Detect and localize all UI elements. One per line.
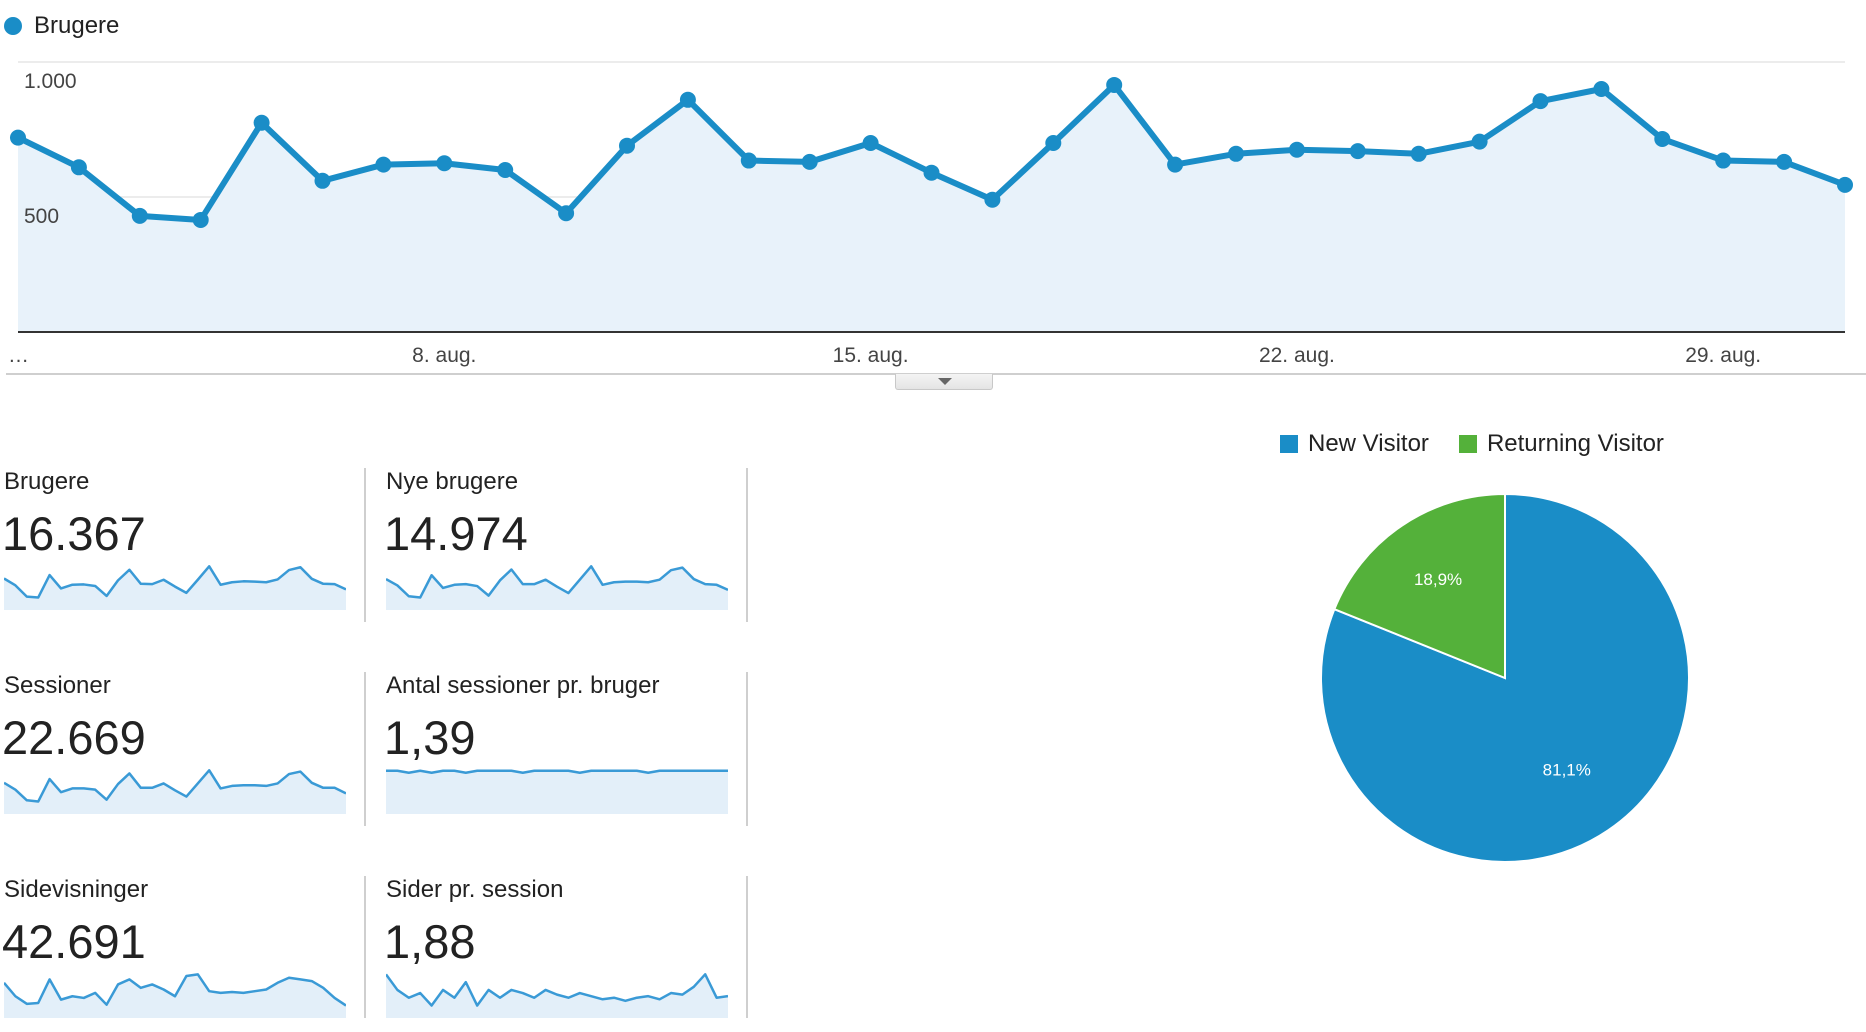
pie-legend-label: Returning Visitor bbox=[1486, 430, 1664, 457]
data-point[interactable] bbox=[1349, 143, 1366, 160]
pie-legend-label: New Visitor bbox=[1308, 430, 1429, 457]
data-point[interactable] bbox=[619, 137, 635, 154]
data-point[interactable] bbox=[436, 155, 453, 172]
data-point[interactable] bbox=[253, 114, 270, 131]
data-point[interactable] bbox=[1715, 152, 1732, 169]
sparkline-line bbox=[386, 769, 728, 774]
legend-swatch-icon bbox=[1280, 435, 1298, 453]
sparkline-line bbox=[4, 565, 346, 599]
pie-legend: New Visitor Returning Visitor bbox=[1280, 430, 1664, 458]
kpi-divider bbox=[364, 876, 366, 1018]
x-tick-label: 8. aug. bbox=[412, 344, 476, 367]
data-point[interactable] bbox=[984, 191, 1001, 208]
pie-slice-label: 81,1% bbox=[1543, 761, 1591, 780]
data-point[interactable] bbox=[1654, 130, 1671, 147]
pie-slice[interactable] bbox=[1333, 492, 1506, 680]
x-tick-label: … bbox=[8, 344, 29, 367]
kpi-label: Sider pr. session bbox=[386, 876, 564, 903]
kpi-divider bbox=[364, 468, 366, 622]
kpi-value: 22.669 bbox=[2, 711, 146, 764]
legend-dot-icon bbox=[4, 17, 22, 35]
kpi-divider bbox=[746, 468, 748, 622]
kpi-value: 14.974 bbox=[384, 507, 528, 560]
data-point[interactable] bbox=[192, 211, 209, 228]
kpi-sparkline bbox=[4, 769, 346, 814]
users-line-chart: 1.000 500 … 8. aug. 15. aug. 22. aug. 29. aug. bbox=[6, 61, 1866, 375]
data-point[interactable] bbox=[131, 207, 148, 224]
sparkline-area bbox=[386, 566, 728, 610]
sparkline-area bbox=[386, 770, 728, 814]
data-point[interactable] bbox=[1106, 76, 1123, 93]
kpi-sparkline bbox=[386, 769, 728, 814]
y-tick-label: 500 bbox=[24, 205, 59, 228]
kpi-divider bbox=[746, 672, 748, 826]
sparkline-area bbox=[4, 566, 346, 610]
kpi-label: Antal sessioner pr. bruger bbox=[386, 672, 660, 699]
data-point[interactable] bbox=[10, 129, 26, 146]
sparkline-line bbox=[386, 565, 728, 599]
chart-collapse-handle[interactable] bbox=[895, 374, 993, 390]
kpi-value: 1,39 bbox=[384, 711, 476, 764]
kpi-brugere[interactable]: Brugere 16.367 bbox=[0, 468, 350, 624]
legend-label-brugere: Brugere bbox=[34, 12, 120, 39]
kpi-label: Brugere bbox=[4, 468, 90, 495]
line-chart-legend: Brugere bbox=[4, 12, 119, 40]
sparkline-area bbox=[4, 974, 346, 1018]
kpi-sparkline bbox=[4, 973, 346, 1018]
pie-slice-label: 18,9% bbox=[1414, 570, 1462, 589]
data-point[interactable] bbox=[801, 153, 818, 170]
kpi-label: Sidevisninger bbox=[4, 876, 149, 903]
data-point[interactable] bbox=[314, 172, 331, 189]
kpi-value: 16.367 bbox=[2, 507, 146, 560]
data-point[interactable] bbox=[70, 159, 87, 176]
kpi-label: Nye brugere bbox=[386, 468, 519, 495]
kpi-sparkline bbox=[386, 973, 728, 1018]
data-point[interactable] bbox=[862, 135, 879, 151]
legend-swatch-icon bbox=[1458, 435, 1477, 453]
data-point[interactable] bbox=[558, 205, 575, 222]
kpi-value: 1,88 bbox=[384, 915, 476, 968]
kpi-divider bbox=[746, 876, 748, 1018]
data-point[interactable] bbox=[1471, 133, 1488, 150]
kpi-label: Sessioner bbox=[4, 672, 111, 699]
kpi-sidevisninger[interactable]: Sidevisninger 42.691 bbox=[0, 876, 350, 1032]
data-point[interactable] bbox=[1837, 176, 1853, 193]
kpi-sessioner-pr-bruger[interactable]: Antal sessioner pr. bruger 1,39 bbox=[382, 672, 732, 828]
kpi-sparkline bbox=[386, 565, 728, 610]
x-tick-label: 15. aug. bbox=[833, 344, 909, 367]
sparkline-line bbox=[4, 769, 346, 803]
sparkline-area bbox=[4, 770, 346, 814]
data-point[interactable] bbox=[740, 152, 757, 169]
kpi-sider-pr-session[interactable]: Sider pr. session 1,88 bbox=[382, 876, 732, 1032]
sparkline-area bbox=[386, 974, 728, 1018]
series-area bbox=[18, 84, 1845, 332]
data-point[interactable] bbox=[679, 91, 696, 108]
data-point[interactable] bbox=[497, 162, 514, 178]
data-point[interactable] bbox=[1045, 135, 1062, 151]
pie-legend-item-returning: Returning Visitor bbox=[1458, 430, 1664, 458]
visitor-type-pie-chart: 81,1% 18,9% bbox=[1320, 492, 1690, 863]
data-point[interactable] bbox=[1167, 156, 1184, 173]
x-tick-label: 29. aug. bbox=[1685, 344, 1761, 367]
kpi-value: 42.691 bbox=[2, 915, 146, 968]
data-point[interactable] bbox=[1410, 145, 1427, 162]
chevron-down-icon bbox=[938, 378, 952, 385]
kpi-sparkline bbox=[4, 565, 346, 610]
kpi-sessioner[interactable]: Sessioner 22.669 bbox=[0, 672, 350, 828]
data-point[interactable] bbox=[1288, 141, 1305, 158]
sparkline-line bbox=[4, 973, 346, 1007]
data-point[interactable] bbox=[375, 156, 392, 173]
sparkline-line bbox=[386, 973, 728, 1007]
x-tick-label: 22. aug. bbox=[1259, 344, 1335, 367]
data-point[interactable] bbox=[1228, 145, 1244, 162]
kpi-divider bbox=[364, 672, 366, 826]
kpi-nye-brugere[interactable]: Nye brugere 14.974 bbox=[382, 468, 732, 624]
data-point[interactable] bbox=[1593, 81, 1610, 97]
data-point[interactable] bbox=[1776, 153, 1793, 170]
y-tick-label: 1.000 bbox=[24, 70, 77, 93]
data-point[interactable] bbox=[923, 164, 940, 181]
pie-legend-item-new: New Visitor bbox=[1280, 430, 1429, 458]
data-point[interactable] bbox=[1532, 93, 1549, 110]
